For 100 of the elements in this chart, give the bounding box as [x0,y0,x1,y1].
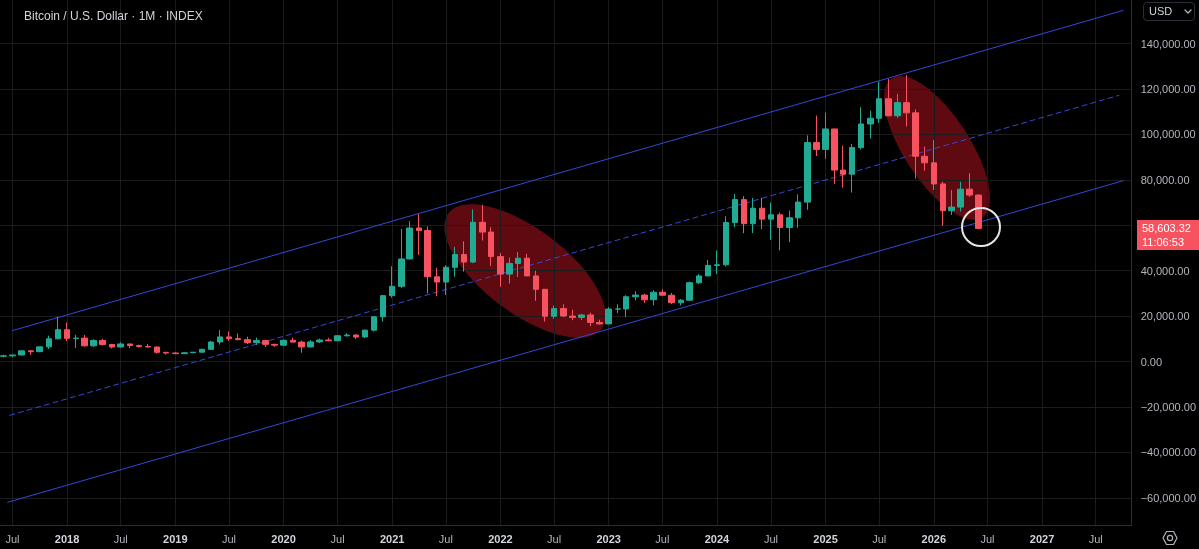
candlestick [885,78,892,117]
candlestick [0,354,7,358]
candlestick [948,189,955,216]
candlestick [632,290,639,301]
x-tick-label: Jul [980,532,995,545]
candlestick [768,202,774,241]
candlestick [876,81,882,124]
candlestick [668,292,675,305]
candlestick [786,210,793,243]
candlestick [73,334,79,349]
candlestick [154,346,160,354]
candlestick [362,328,368,339]
candlestick [64,321,70,342]
candlestick [226,331,232,342]
x-tick-label: Jul [872,532,887,545]
y-tick-label: 40,000.00 [1140,264,1190,277]
candlestick [894,93,901,119]
candlestick [316,338,323,344]
candlestick [81,334,88,348]
x-tick-label: Jul [547,532,562,545]
candlestick [615,303,621,314]
y-tick-label: −40,000.00 [1140,446,1197,459]
candlestick [380,294,386,323]
x-tick-label: 2026 [921,532,947,545]
candlestick [569,309,576,321]
candlestick [208,340,214,350]
candlestick [741,195,747,234]
x-tick-label: 2025 [813,532,838,545]
candlestick [271,343,278,348]
candlestick [795,193,801,229]
candlestick [55,316,61,340]
candlestick [479,204,486,241]
candlestick [975,194,982,230]
candlestick [714,249,720,275]
candlestick [813,115,820,157]
candlestick [163,351,169,355]
y-tick-label: −60,000.00 [1140,491,1197,504]
y-tick-label: 20,000.00 [1140,310,1190,323]
candlestick [117,341,124,349]
y-tick-label: 100,000.00 [1140,128,1196,141]
candlestick [533,270,539,302]
candlestick [145,343,151,348]
candlestick [18,350,25,356]
candlestick [46,335,52,350]
x-tick-label: Jul [655,532,670,545]
candlestick [822,112,829,160]
y-axis-title: USD [1149,5,1173,18]
text: Bitcoin / U.S. Dollar · 1M · INDEX [24,9,203,23]
candlestick [867,110,874,140]
candlestick [262,339,269,348]
candlestick [777,212,783,251]
x-tick-label: Jul [763,532,778,545]
candlestick [804,134,811,211]
candlestick [849,143,855,194]
candlestick [587,312,594,327]
candlestick [344,332,350,338]
candlestick [957,181,964,213]
candlestick [99,338,106,347]
candlestick [389,265,395,299]
candlestick [172,351,179,355]
x-tick-label: 2021 [379,532,405,545]
candlestick [659,288,666,297]
text: 11:06:53 [1142,235,1185,250]
y-tick-label: 0.00 [1140,355,1163,368]
candlestick [686,281,693,302]
candlestick [515,251,521,278]
candlestick [578,313,585,321]
candlestick [235,333,241,341]
x-tick-label: 2024 [704,532,731,545]
y-tick-label: 140,000.00 [1140,37,1196,50]
candlestick [434,267,440,297]
candlestick [723,215,729,267]
candlestick [280,339,287,347]
candlestick [470,208,476,264]
candlestick [28,349,34,356]
candlestick [596,319,603,325]
x-tick-label: 2022 [488,532,513,545]
candlestick [334,335,341,342]
candlestick [623,294,629,318]
candlestick [551,305,557,320]
candlestick [461,240,467,273]
candlestick [650,289,657,306]
candlestick [705,259,711,277]
candlestick [298,340,305,354]
candlestick [759,197,765,230]
x-tick-label: 2019 [163,532,188,545]
candlestick [903,74,910,127]
candlestick [199,348,205,353]
candlestick [9,354,16,358]
candlestick [253,337,260,346]
candlestick [524,253,530,277]
candlestick [931,139,937,191]
candlestick [325,337,332,342]
candlestick [443,264,449,296]
x-tick-label: 2023 [596,532,621,545]
candlestick [488,226,494,267]
candlestick [858,106,864,150]
candlestick [506,257,513,285]
candlestick [542,288,548,323]
y-tick-label: −20,000.00 [1140,400,1197,413]
